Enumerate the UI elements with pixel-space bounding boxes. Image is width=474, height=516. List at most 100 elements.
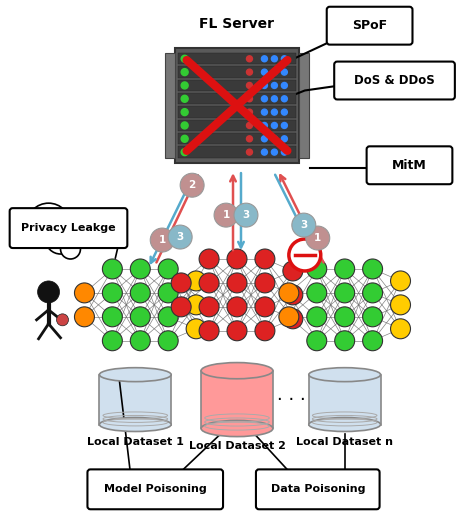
FancyBboxPatch shape — [327, 7, 412, 44]
Circle shape — [262, 83, 267, 88]
Circle shape — [61, 239, 81, 259]
Circle shape — [74, 283, 94, 303]
Circle shape — [292, 213, 316, 237]
Circle shape — [262, 136, 267, 142]
Circle shape — [181, 135, 188, 142]
Circle shape — [262, 69, 267, 75]
Circle shape — [391, 295, 410, 315]
Circle shape — [227, 297, 247, 317]
Circle shape — [255, 321, 275, 341]
Text: Privacy Leakge: Privacy Leakge — [21, 223, 116, 233]
Circle shape — [199, 249, 219, 269]
Ellipse shape — [309, 417, 381, 431]
Circle shape — [272, 122, 277, 128]
Text: Local Dataset n: Local Dataset n — [296, 438, 393, 447]
Circle shape — [186, 295, 206, 315]
Circle shape — [255, 249, 275, 269]
Text: 3: 3 — [176, 232, 184, 242]
Circle shape — [282, 109, 287, 115]
Circle shape — [74, 307, 94, 327]
FancyBboxPatch shape — [100, 375, 171, 425]
Circle shape — [282, 69, 287, 75]
Circle shape — [102, 283, 122, 303]
Circle shape — [102, 307, 122, 327]
Circle shape — [37, 281, 60, 303]
Circle shape — [158, 307, 178, 327]
Circle shape — [363, 259, 383, 279]
Circle shape — [272, 136, 277, 142]
Circle shape — [130, 283, 150, 303]
Circle shape — [272, 109, 277, 115]
Text: wifi: wifi — [42, 221, 55, 230]
Text: FL Server: FL Server — [200, 17, 274, 30]
Circle shape — [246, 69, 253, 75]
Circle shape — [158, 259, 178, 279]
FancyBboxPatch shape — [201, 370, 273, 428]
Circle shape — [283, 261, 303, 281]
FancyBboxPatch shape — [178, 106, 296, 118]
Circle shape — [335, 331, 355, 351]
FancyBboxPatch shape — [178, 147, 296, 158]
FancyBboxPatch shape — [87, 470, 223, 509]
Circle shape — [227, 249, 247, 269]
Text: 1: 1 — [222, 210, 230, 220]
Circle shape — [363, 307, 383, 327]
Ellipse shape — [201, 421, 273, 437]
Circle shape — [391, 319, 410, 339]
Circle shape — [102, 331, 122, 351]
Circle shape — [181, 95, 188, 102]
Circle shape — [262, 56, 267, 62]
Circle shape — [246, 122, 253, 128]
Circle shape — [272, 56, 277, 62]
Circle shape — [335, 259, 355, 279]
Circle shape — [282, 83, 287, 88]
Circle shape — [289, 239, 321, 271]
Circle shape — [262, 109, 267, 115]
Circle shape — [227, 321, 247, 341]
FancyBboxPatch shape — [9, 208, 128, 248]
Text: ~: ~ — [43, 219, 54, 232]
Circle shape — [181, 149, 188, 156]
Circle shape — [282, 136, 287, 142]
FancyBboxPatch shape — [164, 53, 175, 158]
Circle shape — [246, 83, 253, 88]
Circle shape — [279, 307, 299, 327]
Circle shape — [246, 109, 253, 115]
Circle shape — [130, 307, 150, 327]
Circle shape — [255, 273, 275, 293]
Circle shape — [199, 297, 219, 317]
Circle shape — [181, 55, 188, 62]
Ellipse shape — [309, 368, 381, 382]
Circle shape — [282, 149, 287, 155]
Text: · · ·: · · · — [277, 391, 306, 409]
Circle shape — [283, 309, 303, 329]
Circle shape — [307, 307, 327, 327]
Circle shape — [46, 224, 75, 254]
Circle shape — [391, 271, 410, 291]
Ellipse shape — [100, 368, 171, 382]
Circle shape — [214, 203, 238, 227]
Circle shape — [227, 273, 247, 293]
FancyBboxPatch shape — [178, 93, 296, 104]
Circle shape — [246, 136, 253, 142]
Circle shape — [272, 83, 277, 88]
Circle shape — [36, 213, 61, 237]
Circle shape — [262, 149, 267, 155]
Text: 1: 1 — [314, 233, 321, 243]
Circle shape — [158, 283, 178, 303]
Circle shape — [262, 122, 267, 128]
Circle shape — [282, 56, 287, 62]
Circle shape — [272, 69, 277, 75]
Circle shape — [171, 273, 191, 293]
Circle shape — [27, 203, 71, 247]
FancyBboxPatch shape — [178, 67, 296, 78]
Circle shape — [246, 96, 253, 102]
Circle shape — [363, 331, 383, 351]
Circle shape — [130, 331, 150, 351]
Circle shape — [246, 56, 253, 62]
Text: 1: 1 — [159, 235, 166, 245]
Circle shape — [279, 283, 299, 303]
Circle shape — [262, 96, 267, 102]
Circle shape — [272, 149, 277, 155]
FancyBboxPatch shape — [178, 133, 296, 144]
